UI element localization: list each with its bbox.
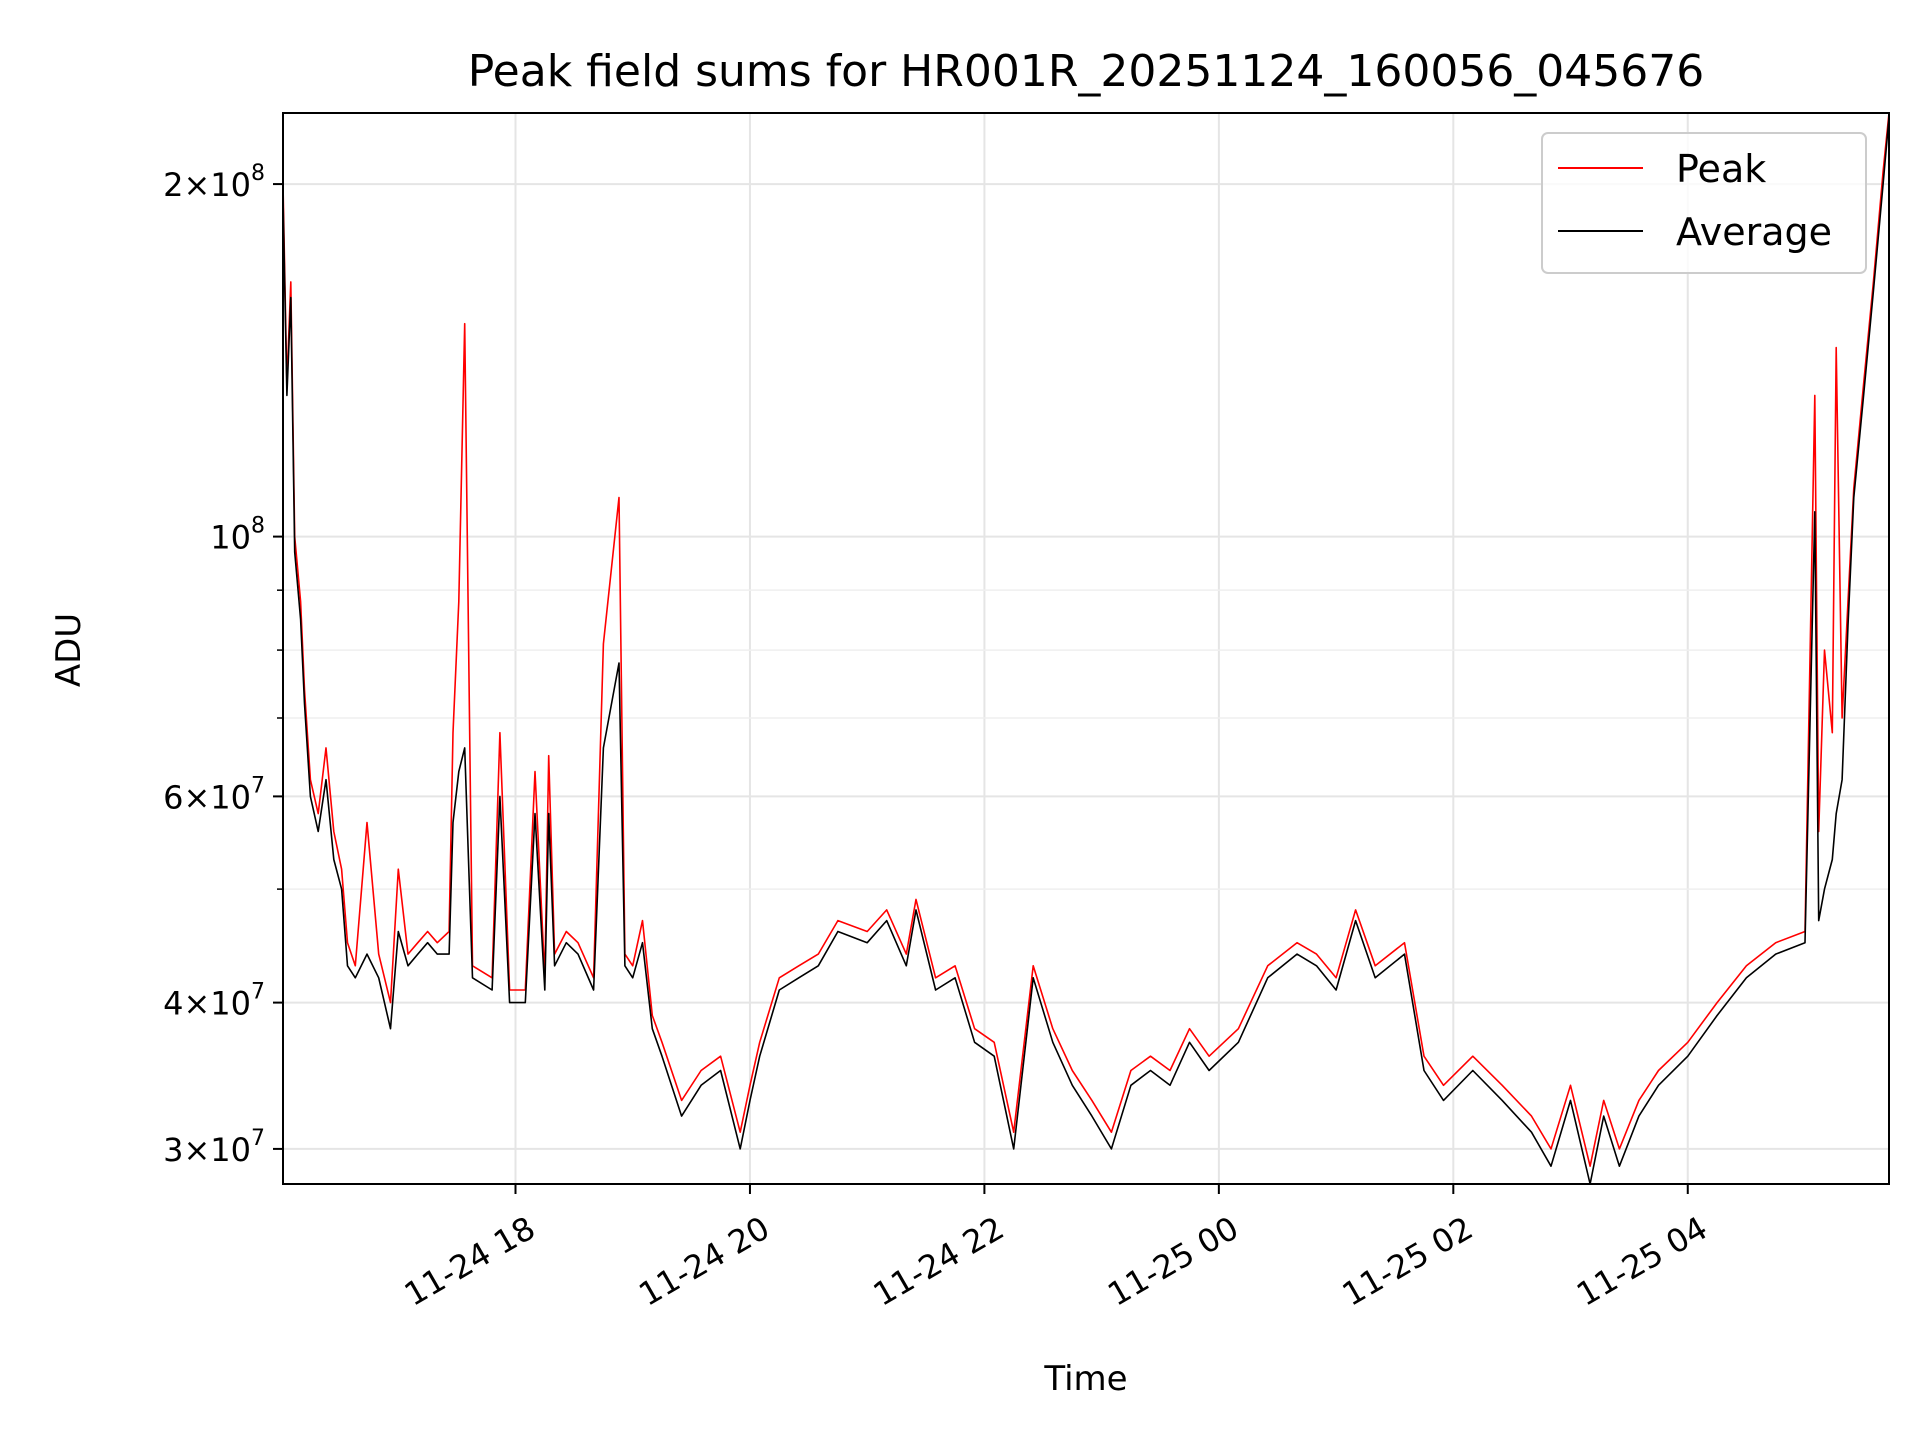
plot-lines xyxy=(282,112,1890,1185)
y-tick-mantissa: 4 xyxy=(163,985,183,1023)
series-line-peak xyxy=(282,112,1890,1167)
y-tick-times: × xyxy=(183,1131,210,1169)
y-tick-base: 10 xyxy=(210,1131,251,1169)
y-tick-base: 10 xyxy=(210,519,251,557)
series-line-average xyxy=(282,117,1890,1185)
y-tick-exponent: 8 xyxy=(251,514,265,539)
legend-label-peak: Peak xyxy=(1676,147,1766,191)
y-tick-label: 2×108 xyxy=(163,161,265,204)
y-tick-exponent: 7 xyxy=(251,1126,265,1151)
y-tick-base: 10 xyxy=(210,166,251,204)
y-tick-times: × xyxy=(183,166,210,204)
y-tick-times: × xyxy=(183,985,210,1023)
y-tick-mantissa: 6 xyxy=(163,778,183,816)
chart-title: Peak field sums for HR001R_20251124_1600… xyxy=(468,46,1705,97)
y-tick-mantissa: 3 xyxy=(163,1131,183,1169)
x-axis-label: Time xyxy=(1043,1359,1127,1399)
y-tick-label: 6×107 xyxy=(163,773,265,816)
y-tick-base: 10 xyxy=(210,985,251,1023)
plot-frame xyxy=(282,112,1890,1185)
y-tick-label: 108 xyxy=(210,514,265,557)
y-tick-label: 4×107 xyxy=(163,980,265,1023)
y-tick-times: × xyxy=(183,778,210,816)
y-tick-exponent: 7 xyxy=(251,773,265,798)
y-tick-base: 10 xyxy=(210,778,251,816)
grid xyxy=(283,113,1889,1184)
y-tick-exponent: 8 xyxy=(251,161,265,186)
legend: Peak Average xyxy=(1541,132,1867,274)
y-axis-label: ADU xyxy=(49,613,89,687)
legend-label-average: Average xyxy=(1676,210,1832,254)
y-tick-exponent: 7 xyxy=(251,980,265,1005)
y-tick-label: 3×107 xyxy=(163,1126,265,1169)
y-tick-mantissa: 2 xyxy=(163,166,183,204)
